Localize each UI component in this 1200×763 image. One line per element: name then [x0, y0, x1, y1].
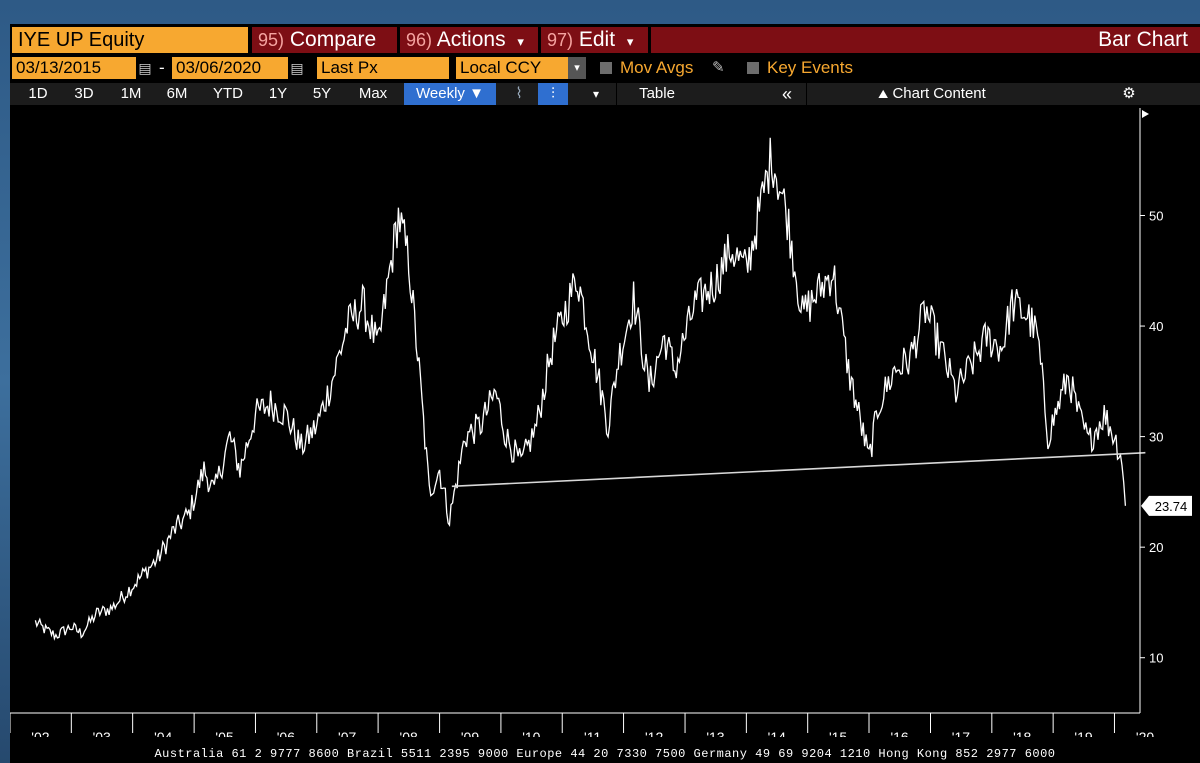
range-3d-button[interactable]: 3D: [74, 85, 94, 102]
toolbar-background: [10, 83, 1200, 105]
last-price-group: 23.74: [1141, 495, 1192, 516]
collapse-icon[interactable]: «: [781, 84, 792, 104]
edit-menu[interactable]: 97) Edit ▾: [541, 27, 648, 53]
x-tick-label: '11: [584, 729, 601, 737]
mov-avgs-checkbox[interactable]: [600, 62, 612, 74]
chart-settings-bar: 03/13/2015 ▤ - 03/06/2020 ▤ Last Px Loca…: [10, 57, 1200, 79]
y-tick-label: 20: [1149, 540, 1163, 555]
bar-chart-icon[interactable]: ⫶: [538, 83, 568, 105]
end-date-field[interactable]: 03/06/2020: [172, 57, 288, 79]
range-1m-button[interactable]: 1M: [120, 85, 142, 102]
x-tick-label: '16: [890, 729, 908, 737]
price-series-line: [34, 137, 1127, 641]
x-tick-label: '12: [645, 729, 663, 737]
x-tick-label: '14: [768, 729, 786, 737]
x-tick-label: '05: [215, 729, 233, 737]
x-tick-label: '06: [277, 729, 295, 737]
range-6m-button[interactable]: 6M: [166, 85, 188, 102]
edit-label: Edit: [578, 28, 616, 51]
chart-content-label: Chart Content: [892, 85, 986, 102]
last-price-label: 23.74: [1155, 499, 1188, 514]
currency-select[interactable]: Local CCY: [456, 57, 568, 79]
compare-number: 95): [258, 30, 285, 50]
contact-footer: Australia 61 2 9777 8600 Brazil 5511 239…: [154, 747, 1056, 761]
y-tick-label: 40: [1149, 319, 1163, 334]
x-tick-label: '02: [31, 729, 49, 737]
chart-content-button[interactable]: ⛰ Chart Content: [862, 83, 1002, 105]
x-tick-label: '13: [706, 729, 724, 737]
chevron-down-icon: ▾: [517, 34, 524, 49]
y-axis-arrow-icon: [1142, 110, 1149, 118]
actions-number: 96): [406, 30, 433, 50]
chart-type-title: Bar Chart: [651, 27, 1200, 53]
field-select[interactable]: Last Px: [317, 57, 449, 79]
frequency-label: Weekly: [416, 85, 465, 102]
chevron-down-icon: ▾: [626, 34, 634, 49]
compare-label: Compare: [289, 28, 377, 51]
range-1y-button[interactable]: 1Y: [268, 85, 288, 102]
x-tick-label: '03: [93, 729, 111, 737]
y-tick-label: 10: [1149, 651, 1163, 666]
gear-icon[interactable]: ⚙: [1122, 85, 1136, 102]
bloomberg-terminal-window: IYE UP Equity 95) Compare 96) Actions ▾ …: [9, 24, 1200, 763]
chevron-down-icon: ▼: [469, 85, 484, 102]
chart-svg: 10 20 30 40 50 '02 '03 '04 '05 '06 '07 '08 '09 '10 '1…: [9, 108, 1192, 745]
x-tick-label: '20: [1136, 729, 1154, 737]
y-axis: 10 20 30 40 50: [1139, 108, 1163, 713]
price-series-group: [34, 137, 1127, 641]
line-chart-icon[interactable]: ⌇: [515, 85, 523, 102]
actions-menu[interactable]: 96) Actions ▾: [400, 27, 538, 53]
calendar-icon[interactable]: ▤: [290, 60, 304, 76]
range-max-button[interactable]: Max: [358, 85, 388, 102]
toolbar-divider: [806, 83, 807, 105]
range-1d-button[interactable]: 1D: [28, 85, 48, 102]
x-tick-label: '07: [338, 729, 356, 737]
support-line-group: [451, 451, 1146, 488]
currency-dropdown-icon[interactable]: ▾: [568, 57, 586, 79]
x-axis: '02 '03 '04 '05 '06 '07 '08 '09 '10 '11 '12 '13 '14 '…: [9, 712, 1154, 745]
price-chart[interactable]: 10 20 30 40 50 '02 '03 '04 '05 '06 '07 '08 '09 '10 '1…: [9, 108, 1200, 745]
frequency-dropdown[interactable]: Weekly ▼: [404, 83, 496, 105]
key-events-checkbox[interactable]: [747, 62, 759, 74]
x-tick-label: '18: [1013, 729, 1031, 737]
mov-avgs-label[interactable]: Mov Avgs: [620, 58, 694, 77]
x-tick-label: '19: [1074, 729, 1092, 737]
table-button[interactable]: Table: [639, 85, 675, 102]
range-ytd-button[interactable]: YTD: [213, 85, 243, 102]
x-tick-label: '10: [522, 729, 540, 737]
ticker-field[interactable]: IYE UP Equity: [12, 27, 248, 53]
x-tick-label: '15: [829, 729, 847, 737]
x-tick-label: '04: [154, 729, 172, 737]
key-events-label[interactable]: Key Events: [767, 58, 853, 77]
toolbar-divider: [616, 83, 617, 105]
calendar-icon[interactable]: ▤: [138, 60, 152, 76]
range-5y-button[interactable]: 5Y: [312, 85, 332, 102]
y-tick-label: 30: [1149, 430, 1163, 445]
x-tick-label: '08: [400, 729, 418, 737]
pencil-icon[interactable]: ✎: [712, 59, 725, 76]
chart-style-dropdown-icon[interactable]: ▾: [592, 87, 600, 101]
x-tick-label: '17: [952, 729, 970, 737]
chart-content-icon: ⛰: [878, 87, 889, 101]
start-date-field[interactable]: 03/13/2015: [12, 57, 136, 79]
edit-number: 97): [547, 30, 574, 50]
x-tick-label: '09: [461, 729, 479, 737]
title-bar: IYE UP Equity 95) Compare 96) Actions ▾ …: [10, 24, 1200, 53]
support-trendline[interactable]: [451, 451, 1146, 488]
date-separator: -: [159, 58, 165, 77]
last-price-tag: [1141, 495, 1192, 516]
compare-button[interactable]: 95) Compare: [252, 27, 397, 53]
actions-label: Actions: [436, 28, 506, 51]
y-tick-label: 50: [1149, 209, 1163, 224]
chart-toolbar: 1D 3D 1M 6M YTD 1Y 5Y Max Weekly ▼ ⌇ ⫶ ▾…: [10, 83, 1200, 105]
